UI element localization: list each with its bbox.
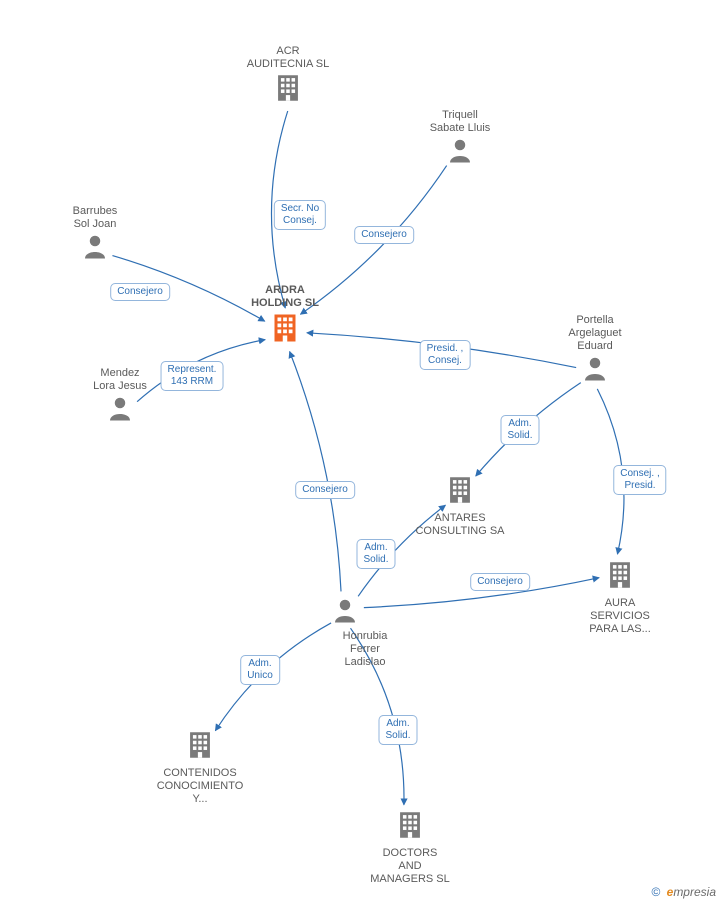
edge-label: Secr. NoConsej. <box>274 200 326 230</box>
copyright-symbol: © <box>651 885 660 899</box>
node-triquell: TriquellSabate Lluis <box>405 109 515 170</box>
node-honrubia: HonrubiaFerrerLadislao <box>290 595 400 669</box>
person-icon: BarrubesSol Joan <box>40 205 150 265</box>
building-icon: ACRAUDITECNIA SL <box>233 45 343 109</box>
network-diagram: Secr. NoConsej. Consejero Consejero Represe… <box>0 0 728 905</box>
node-mendez: MendezLora Jesus <box>65 367 175 428</box>
node-label: ARDRAHOLDING SL <box>230 284 340 310</box>
building-icon: ARDRAHOLDING SL <box>230 284 340 350</box>
watermark: © empresia <box>651 885 716 899</box>
node-label: HonrubiaFerrerLadislao <box>310 630 420 669</box>
node-antares: ANTARESCONSULTING SA <box>405 473 515 538</box>
node-label: CONTENIDOSCONOCIMIENTOY... <box>145 767 255 806</box>
node-barrubes: BarrubesSol Joan <box>40 205 150 266</box>
node-label: AURASERVICIOSPARA LAS... <box>565 597 675 636</box>
edge-label: Presid. ,Consej. <box>420 340 471 370</box>
node-acr: ACRAUDITECNIA SL <box>233 45 343 110</box>
building-icon: AURASERVICIOSPARA LAS... <box>565 579 675 636</box>
person-icon: TriquellSabate Lluis <box>405 109 515 169</box>
edge-label: Represent.143 RRM <box>161 361 224 391</box>
person-icon: HonrubiaFerrerLadislao <box>290 612 400 669</box>
node-label: DOCTORSANDMANAGERS SL <box>355 847 465 886</box>
edge-label: Adm.Solid. <box>500 415 539 445</box>
edge-honrubia-center <box>290 352 341 592</box>
edge-label: Adm.Unico <box>240 655 280 685</box>
node-label: MendezLora Jesus <box>65 367 175 393</box>
building-icon: CONTENIDOSCONOCIMIENTOY... <box>145 749 255 806</box>
edge-label: Consej. ,Presid. <box>613 465 666 495</box>
node-aura: AURASERVICIOSPARA LAS... <box>565 558 675 636</box>
edge-label: Consejero <box>295 481 355 499</box>
node-label: TriquellSabate Lluis <box>405 109 515 135</box>
building-icon: DOCTORSANDMANAGERS SL <box>355 829 465 886</box>
edge-label: Consejero <box>354 226 414 244</box>
building-icon: ANTARESCONSULTING SA <box>405 494 515 538</box>
node-label: ACRAUDITECNIA SL <box>233 45 343 71</box>
node-contenidos: CONTENIDOSCONOCIMIENTOY... <box>145 728 255 806</box>
edges-layer <box>0 0 728 905</box>
node-portella: PortellaArgelaguetEduard <box>540 314 650 388</box>
edge-label: Consejero <box>470 573 530 591</box>
person-icon: MendezLora Jesus <box>65 367 175 427</box>
edge-label: Consejero <box>110 283 170 301</box>
edge-label: Adm.Solid. <box>356 539 395 569</box>
person-icon: PortellaArgelaguetEduard <box>540 314 650 387</box>
edge-label: Adm.Solid. <box>378 715 417 745</box>
node-label: PortellaArgelaguetEduard <box>540 314 650 353</box>
brand-rest: mpresia <box>673 885 716 899</box>
node-center: ARDRAHOLDING SL <box>230 284 340 351</box>
node-label: ANTARESCONSULTING SA <box>405 512 515 538</box>
node-label: BarrubesSol Joan <box>40 205 150 231</box>
node-doctors: DOCTORSANDMANAGERS SL <box>355 808 465 886</box>
